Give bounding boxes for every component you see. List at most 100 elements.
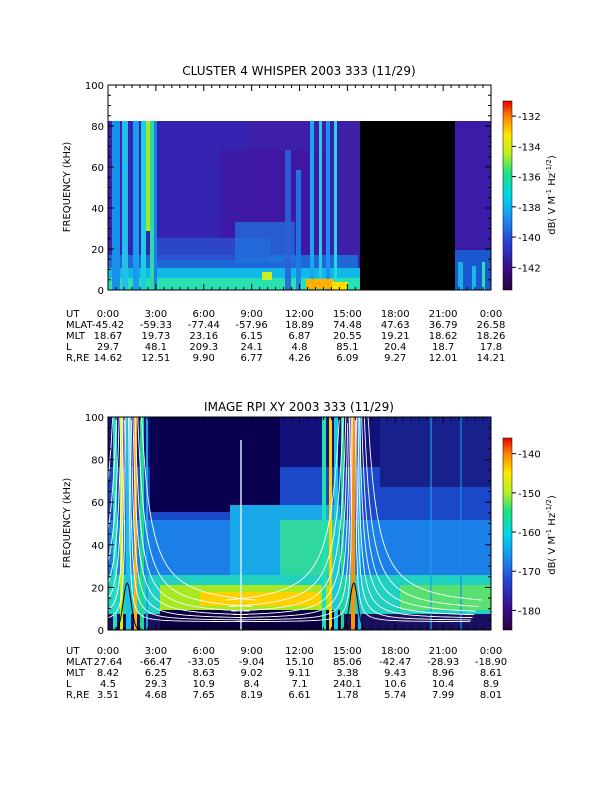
ephemeris-value: 12:00 (285, 309, 314, 320)
ephemeris-value: 19.73 (142, 331, 171, 342)
panel-2-spectrogram (108, 417, 491, 630)
ephemeris-value: 27.64 (94, 657, 123, 668)
panel-1-title: CLUSTER 4 WHISPER 2003 333 (11/29) (182, 64, 415, 78)
ephemeris-value: 15.10 (285, 657, 314, 668)
ephemeris-value: -28.93 (427, 657, 459, 668)
ephemeris-value: 12.51 (142, 353, 171, 364)
panel-2-colorbar-bar (502, 437, 513, 631)
panel-2-colorbar: -140 -150 -160 -170 -180 dB( V M-1 Hz-1/2) (502, 437, 558, 631)
ephemeris-value: 6.61 (288, 690, 310, 701)
plasma-frequency-curve (236, 417, 352, 621)
colorbar-tick-label: -180 (518, 606, 541, 617)
ephemeris-value: 36.79 (429, 320, 458, 331)
ephemeris-value: 8.01 (480, 690, 502, 701)
y-tick-label: 20 (91, 245, 104, 256)
ephemeris-value: 18:00 (381, 309, 410, 320)
ephemeris-value: 8.61 (480, 668, 502, 679)
plasma-frequency-curve (140, 417, 256, 601)
plasma-frequency-curve (225, 417, 340, 601)
ephemeris-value: 0:00 (480, 309, 502, 320)
ephemeris-value: -66.47 (140, 657, 172, 668)
ephemeris-value: 6.09 (336, 353, 358, 364)
ephemeris-row-label: MLAT (66, 320, 93, 331)
ephemeris-value: 3:00 (145, 646, 167, 657)
ephemeris-row-label: MLT (66, 331, 86, 342)
y-tick-label: 0 (98, 626, 104, 637)
y-tick-label: 40 (91, 541, 104, 552)
y-tick-label: 100 (85, 81, 104, 92)
panel-1-colorbar-bar (502, 100, 513, 291)
ephemeris-value: 0:00 (480, 646, 502, 657)
panel-2-ephemeris: UT 0:00 3:00 6:00 9:00 12:00 15:00 18:00 21:00 0:… (66, 646, 507, 701)
ephemeris-value: 0:00 (97, 309, 119, 320)
panel-1-x-axis (107, 85, 492, 290)
ephemeris-value: 10.9 (193, 679, 215, 690)
ephemeris-value: 74.48 (333, 320, 362, 331)
panel-1-ylabel: FREQUENCY (kHz) (62, 142, 73, 233)
ephemeris-value: 18.62 (429, 331, 458, 342)
ephemeris-value: 3.38 (336, 668, 358, 679)
ephemeris-value: -57.96 (236, 320, 268, 331)
ephemeris-value: 5.74 (384, 690, 406, 701)
ephemeris-value: 85.1 (336, 342, 358, 353)
ephemeris-value: 8.4 (244, 679, 260, 690)
plasma-frequency-curve (134, 417, 250, 612)
plasma-frequency-curve (132, 417, 248, 616)
ephemeris-value: 8.9 (483, 679, 499, 690)
y-tick-label: 60 (91, 498, 104, 509)
ephemeris-value: 9:00 (240, 309, 262, 320)
y-tick-label: 80 (91, 122, 104, 133)
plasma-frequency-curve (237, 417, 353, 623)
plasma-frequency-curve (233, 417, 349, 616)
plasma-frequency-curve (359, 417, 475, 616)
ephemeris-value: 9.11 (288, 668, 310, 679)
colorbar-tick-label: -132 (518, 112, 541, 123)
colorbar-tick-label: -138 (518, 203, 541, 214)
panel-2-plasma-frequency-curves (108, 417, 483, 630)
ephemeris-value: 8.19 (240, 690, 262, 701)
panel-2-x-axis (107, 417, 492, 630)
ephemeris-value: -9.04 (239, 657, 265, 668)
y-tick-label: 60 (91, 163, 104, 174)
ephemeris-value: 240.1 (333, 679, 362, 690)
ephemeris-value: 6.15 (240, 331, 262, 342)
gyrofrequency-curve (337, 582, 370, 630)
ephemeris-value: 209.3 (189, 342, 218, 353)
plasma-frequency-curve (355, 417, 472, 621)
ephemeris-row-label: UT (66, 309, 80, 320)
colorbar-tick-label: -160 (518, 528, 541, 539)
ephemeris-value: 21:00 (429, 309, 458, 320)
ephemeris-value: 48.1 (145, 342, 167, 353)
panel-2-y-axis: 0 20 40 60 80 100 (85, 413, 491, 637)
ephemeris-value: 6:00 (193, 646, 215, 657)
ephemeris-value: 3:00 (145, 309, 167, 320)
ephemeris-value: 18.89 (285, 320, 314, 331)
ephemeris-value: 26.58 (477, 320, 506, 331)
ephemeris-value: -18.90 (475, 657, 507, 668)
plasma-frequency-curve (354, 417, 471, 623)
plasma-frequency-curve (357, 417, 473, 619)
plasma-frequency-curve (129, 417, 245, 621)
ephemeris-value: 17.8 (480, 342, 502, 353)
plasma-frequency-curve (363, 417, 479, 607)
ephemeris-value: 21:00 (429, 646, 458, 657)
ephemeris-value: 29.3 (145, 679, 167, 690)
ephemeris-value: 7.99 (432, 690, 454, 701)
ephemeris-value: 6:00 (193, 309, 215, 320)
panel-2-colorbar-label: dB( V M-1 Hz-1/2) (545, 495, 558, 575)
y-tick-label: 0 (98, 286, 104, 297)
ephemeris-value: 9:00 (240, 646, 262, 657)
ephemeris-value: 9.27 (384, 353, 406, 364)
ephemeris-value: 4.68 (145, 690, 167, 701)
ephemeris-value: 18.26 (477, 331, 506, 342)
ephemeris-value: 9.90 (193, 353, 215, 364)
plasma-frequency-curve (228, 417, 344, 607)
ephemeris-value: 14.21 (477, 353, 506, 364)
ephemeris-value: 47.63 (381, 320, 410, 331)
plasma-frequency-curve (231, 417, 347, 612)
ephemeris-value: 7.65 (193, 690, 215, 701)
y-tick-label: 80 (91, 456, 104, 467)
panel-1-y-axis: 0 20 40 60 80 100 (85, 81, 491, 297)
y-tick-label: 100 (85, 413, 104, 424)
